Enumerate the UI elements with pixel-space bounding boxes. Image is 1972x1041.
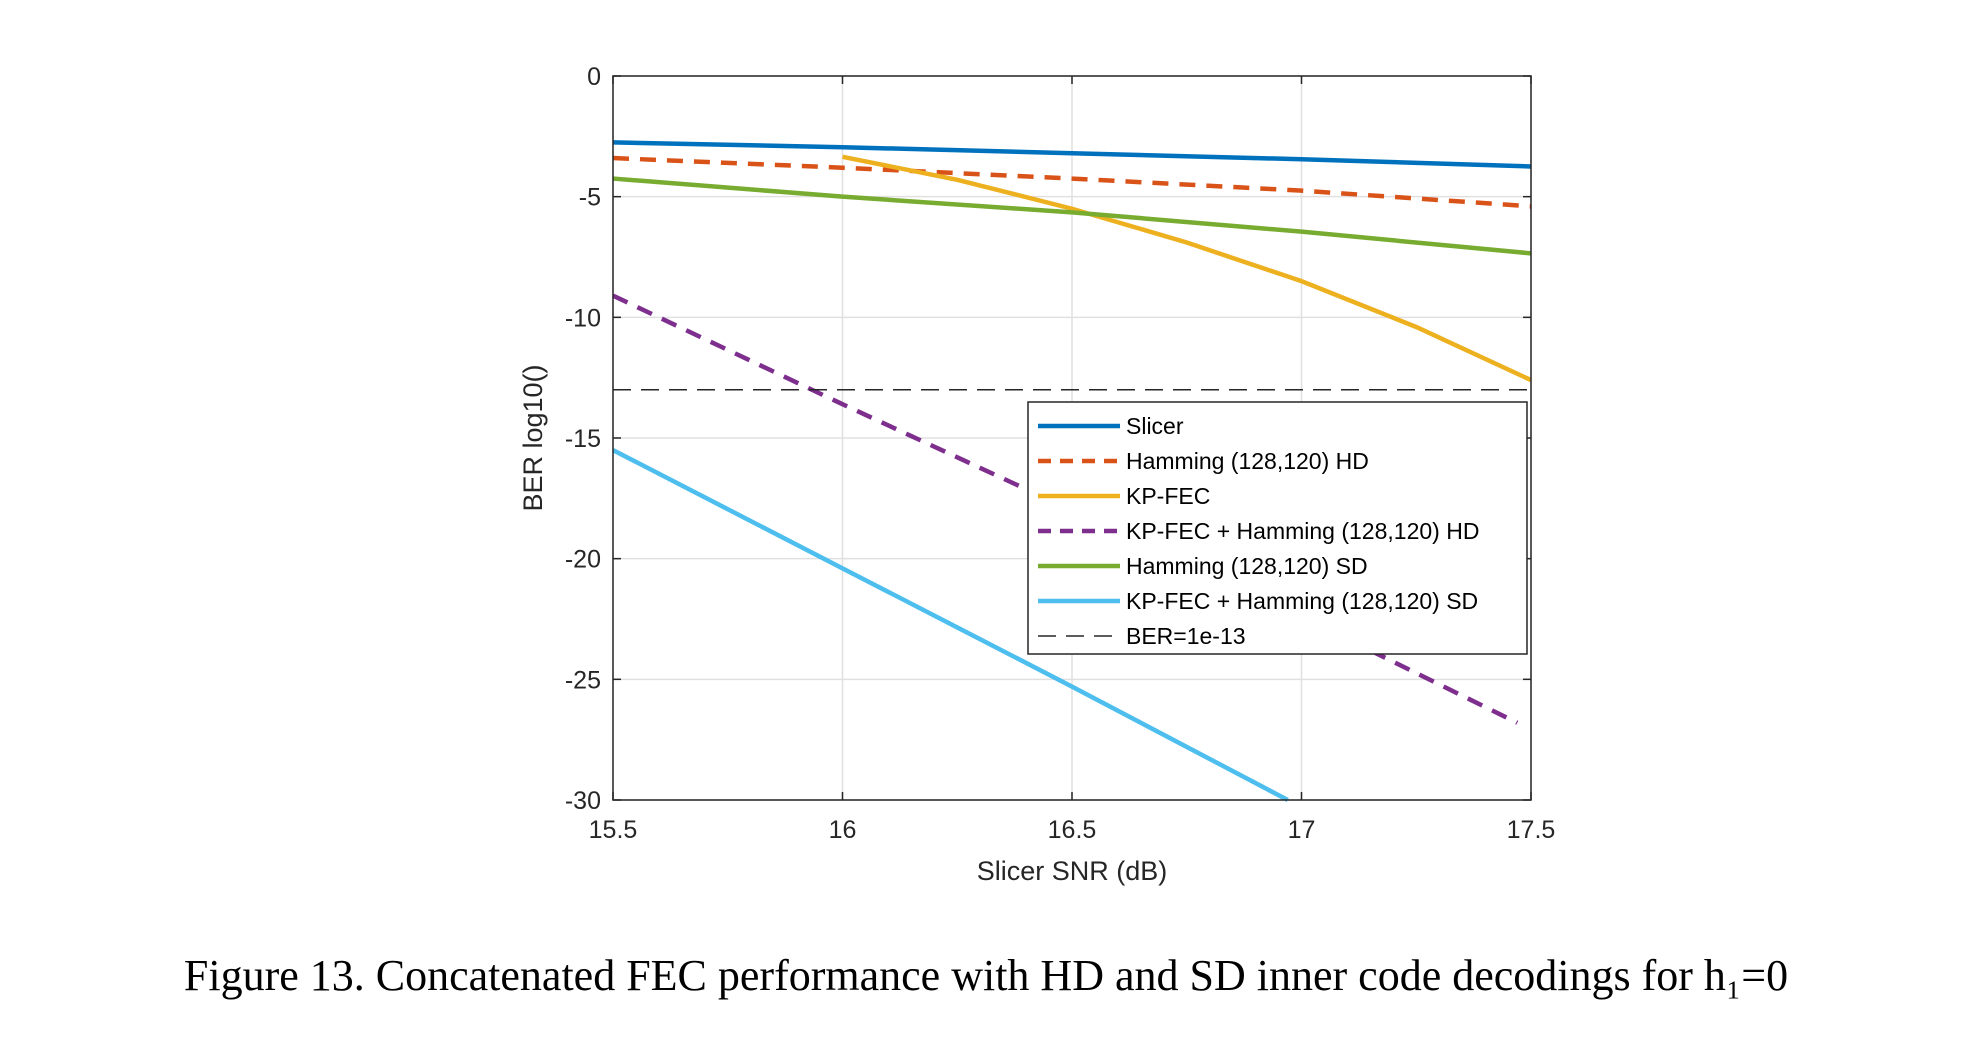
legend-label: KP-FEC + Hamming (128,120) HD	[1126, 518, 1479, 544]
legend-label: BER=1e-13	[1126, 623, 1246, 649]
y-tick-label: -20	[565, 546, 601, 574]
x-tick-label: 17.5	[1507, 816, 1556, 844]
legend-label: Slicer	[1126, 413, 1184, 439]
x-tick-label: 16.5	[1048, 816, 1097, 844]
series-line-5	[611, 448, 1289, 802]
x-axis-label: Slicer SNR (dB)	[977, 856, 1168, 886]
y-tick-label: -5	[579, 184, 601, 212]
series-line-1	[612, 155, 1532, 209]
legend-box	[1027, 401, 1528, 655]
y-tick-label: -25	[565, 666, 601, 694]
series-line-0	[612, 140, 1532, 169]
x-tick-label: 16	[829, 816, 857, 844]
y-tick-label: -10	[565, 304, 601, 332]
x-tick-label: 15.5	[589, 816, 638, 844]
legend-label: Hamming (128,120) SD	[1126, 553, 1368, 579]
y-tick-label: 0	[587, 63, 601, 91]
legend-label: KP-FEC	[1126, 483, 1210, 509]
legend: Slicer Hamming (128,120) HD KP-FEC KP-FEC +…	[1027, 401, 1528, 655]
x-tick-label: 17	[1288, 816, 1316, 844]
legend-label: KP-FEC + Hamming (128,120) SD	[1126, 588, 1478, 614]
series-line-2	[842, 154, 1532, 383]
y-tick-label: -30	[565, 787, 601, 815]
y-axis-label: BER log10()	[518, 364, 548, 511]
figure-caption: Figure 13. Concatenated FEC performance …	[183, 951, 1789, 1000]
legend-label: Hamming (128,120) HD	[1126, 448, 1369, 474]
series-line-4	[612, 176, 1532, 256]
y-tick-label: -15	[565, 425, 601, 453]
ber-chart: 15.5 16 16.5 17 17.5 0 -5 -10 -15 -20 -25 -30 Slice…	[518, 63, 1556, 886]
